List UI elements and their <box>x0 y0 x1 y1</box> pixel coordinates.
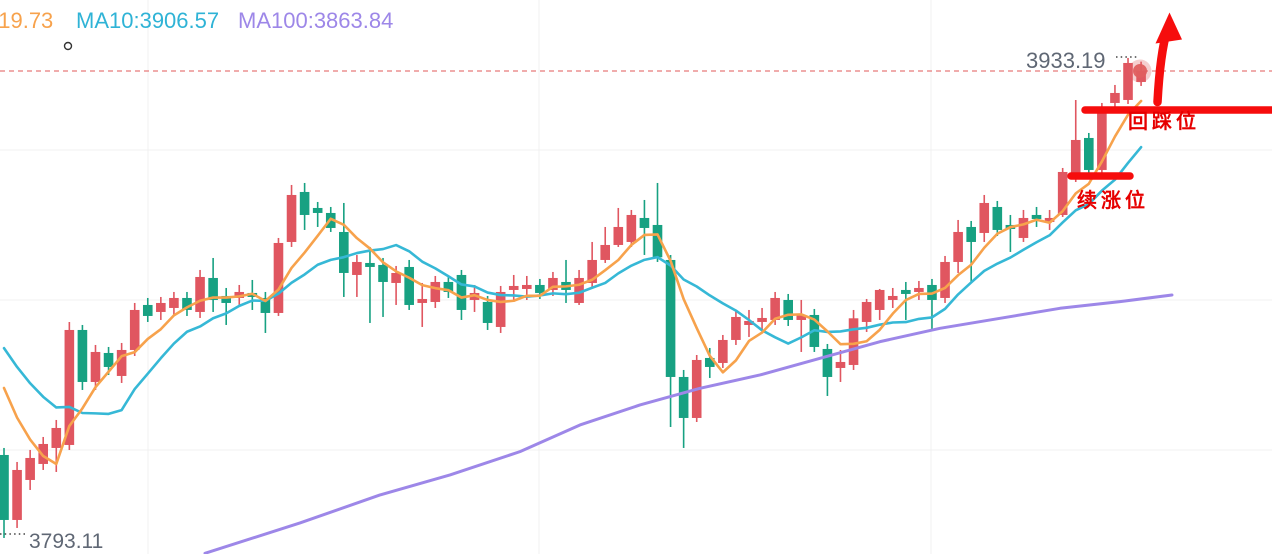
candle-body <box>417 298 428 303</box>
candle-body <box>966 226 976 242</box>
candle-body <box>861 301 872 322</box>
candle-body <box>731 316 741 340</box>
candle-body <box>129 309 140 350</box>
candle-body <box>169 297 179 308</box>
resistance-price-label: 3933.19 <box>1026 48 1106 73</box>
candle-body <box>12 469 22 520</box>
candle-body <box>652 224 663 258</box>
candle-body <box>352 261 362 275</box>
candle-body <box>495 291 506 327</box>
candle-body <box>796 314 807 320</box>
candle-body <box>142 304 153 316</box>
candle-body <box>626 214 637 242</box>
continuation-level-label: 续涨位 <box>1077 190 1149 212</box>
candle-body <box>678 376 689 418</box>
candle-body <box>587 259 597 283</box>
candle-body <box>260 297 271 313</box>
candle-body <box>482 301 493 323</box>
candle-body <box>704 357 715 367</box>
candle-body <box>613 226 624 245</box>
candle-body <box>914 287 924 292</box>
candle-body <box>940 261 950 298</box>
ma5-indicator-label: 919.73 <box>0 8 54 33</box>
candle-body <box>286 194 297 242</box>
candle-body <box>1084 137 1094 170</box>
candle-body <box>51 427 62 448</box>
low-price-label: 3793.11 <box>29 530 104 553</box>
candle-body <box>887 295 898 300</box>
candle-body <box>665 259 676 377</box>
candle-body <box>456 274 467 310</box>
candle-body <box>822 348 833 377</box>
candle-body <box>156 302 166 312</box>
candle-body <box>848 318 859 365</box>
candle-body <box>339 231 349 273</box>
candle-body <box>208 277 218 300</box>
candle-body <box>874 289 885 310</box>
candle-body <box>64 329 75 445</box>
candle-body <box>77 329 88 382</box>
candle-body <box>979 202 990 233</box>
candle-body <box>430 281 441 302</box>
candle-body <box>757 317 767 322</box>
candle-body <box>195 276 205 312</box>
candle-body <box>1097 107 1107 170</box>
candle-body <box>535 284 545 293</box>
candle-body <box>548 277 558 290</box>
candle-body <box>783 299 793 320</box>
candle-body <box>0 454 9 520</box>
current-price-dot <box>1133 63 1147 78</box>
ma10-line <box>2 145 1143 416</box>
candle-body <box>103 352 114 367</box>
up-arrow-head <box>1155 12 1182 44</box>
candle-body <box>522 284 532 289</box>
candle-body <box>574 277 584 303</box>
candle-body <box>1070 139 1081 178</box>
ma5-line <box>2 99 1143 466</box>
candle-body <box>391 272 401 283</box>
candle-body <box>901 289 911 294</box>
pullback-level-label: 回踩位 <box>1128 111 1200 133</box>
ma100-indicator-label: MA100:3863.84 <box>238 8 394 33</box>
candle-body <box>639 217 650 228</box>
candle-body <box>992 206 1003 230</box>
candle-body <box>1110 92 1120 103</box>
candle-body <box>770 297 780 320</box>
candle-body <box>1018 217 1029 238</box>
candle-body <box>25 457 35 480</box>
candle-body <box>182 297 192 310</box>
candle-body <box>1057 171 1068 215</box>
candle-body <box>234 291 245 298</box>
candle-body <box>299 191 310 215</box>
candle-body <box>1031 214 1042 219</box>
candle-body <box>508 285 519 290</box>
candle-body <box>718 339 728 363</box>
candle-body <box>1123 62 1133 100</box>
candle-body <box>365 262 375 267</box>
candle-body <box>116 349 127 376</box>
ma100-line <box>203 293 1174 554</box>
ma10-indicator-label: MA10:3906.57 <box>76 8 220 33</box>
candle-body <box>90 351 101 382</box>
candle-body <box>221 295 231 303</box>
candle-body <box>378 264 388 282</box>
candle-body <box>953 231 963 262</box>
candle-body <box>835 361 846 368</box>
marker-circle-icon <box>63 41 73 51</box>
candle-body <box>1044 217 1055 222</box>
candle-body <box>404 266 414 305</box>
candle-body <box>744 320 754 325</box>
candle-body <box>600 244 611 260</box>
candle-body <box>443 281 454 292</box>
candle-body <box>312 207 323 213</box>
candle-body <box>273 242 284 313</box>
candles-group <box>0 57 1146 538</box>
